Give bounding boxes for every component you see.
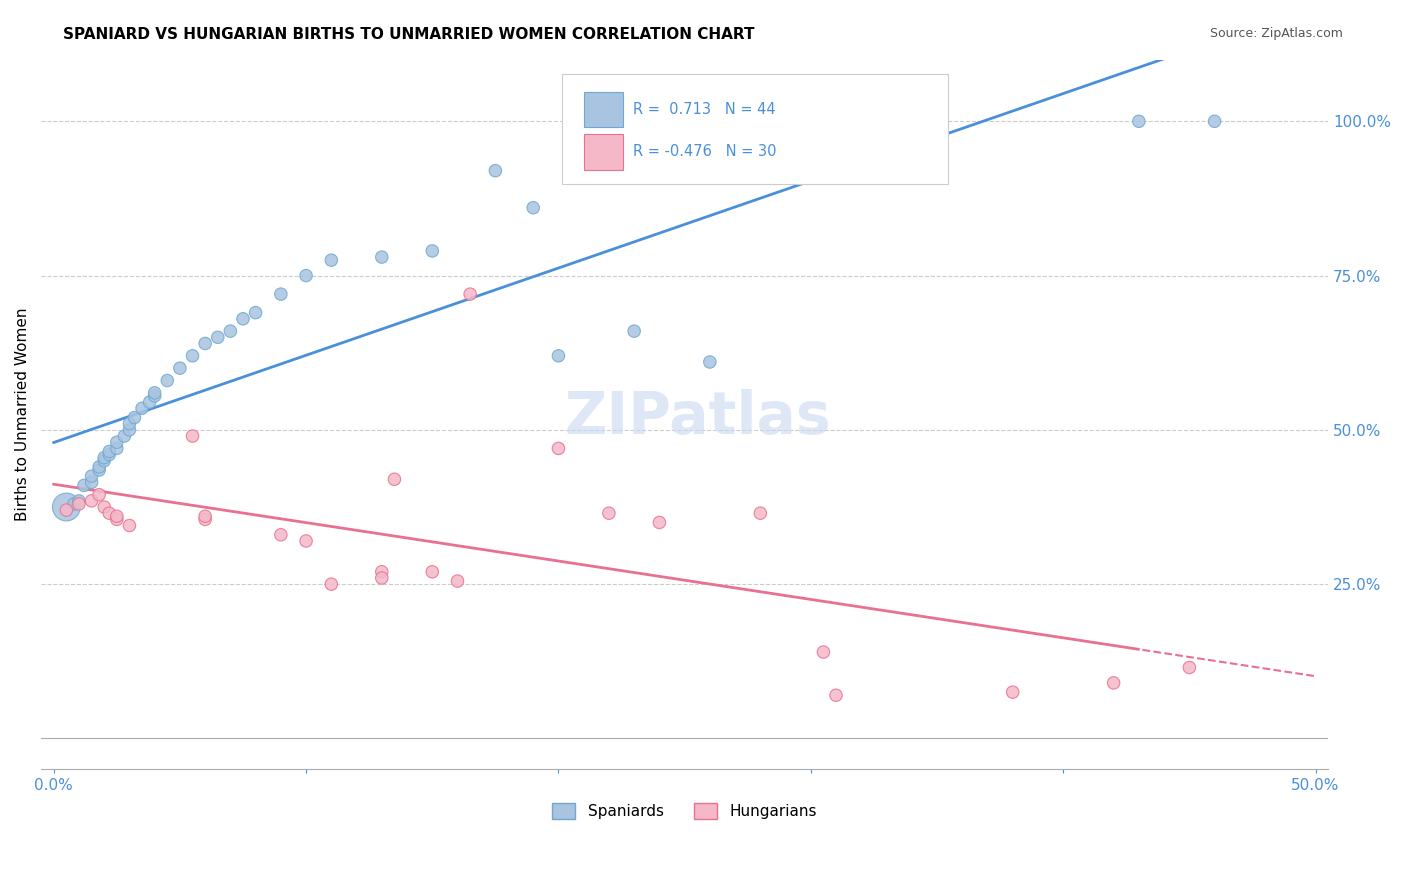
Point bbox=[181, 349, 204, 363]
Point bbox=[138, 395, 160, 409]
Point bbox=[648, 516, 671, 530]
Point bbox=[295, 533, 318, 548]
Point bbox=[93, 450, 115, 465]
Point bbox=[89, 488, 111, 502]
Legend: Spaniards, Hungarians: Spaniards, Hungarians bbox=[547, 797, 823, 825]
Point bbox=[80, 475, 103, 490]
Point bbox=[89, 459, 111, 474]
Text: SPANIARD VS HUNGARIAN BIRTHS TO UNMARRIED WOMEN CORRELATION CHART: SPANIARD VS HUNGARIAN BIRTHS TO UNMARRIE… bbox=[63, 27, 755, 42]
Point bbox=[232, 311, 254, 326]
Point bbox=[105, 512, 128, 526]
Point bbox=[118, 518, 141, 533]
Point bbox=[547, 442, 569, 456]
Point bbox=[245, 305, 267, 319]
Point bbox=[73, 478, 96, 492]
Point bbox=[295, 268, 318, 283]
Point bbox=[749, 506, 772, 520]
Text: R =  0.713   N = 44: R = 0.713 N = 44 bbox=[633, 102, 776, 117]
Point bbox=[207, 330, 229, 344]
Point bbox=[98, 448, 121, 462]
Point bbox=[194, 336, 217, 351]
Text: Source: ZipAtlas.com: Source: ZipAtlas.com bbox=[1209, 27, 1343, 40]
Point bbox=[194, 509, 217, 524]
Point bbox=[420, 565, 443, 579]
Point bbox=[1128, 114, 1150, 128]
Point bbox=[1204, 114, 1226, 128]
FancyBboxPatch shape bbox=[562, 74, 949, 184]
Point bbox=[484, 163, 506, 178]
Point bbox=[547, 349, 569, 363]
Point bbox=[1102, 676, 1125, 690]
Point bbox=[156, 374, 179, 388]
Point bbox=[371, 565, 394, 579]
Point bbox=[813, 645, 835, 659]
Point bbox=[321, 577, 343, 591]
Point bbox=[384, 472, 406, 486]
Point bbox=[420, 244, 443, 258]
Point bbox=[623, 324, 645, 338]
Point bbox=[93, 454, 115, 468]
Point bbox=[131, 401, 153, 416]
Y-axis label: Births to Unmarried Women: Births to Unmarried Women bbox=[15, 308, 30, 521]
Point bbox=[270, 287, 292, 301]
Point bbox=[124, 410, 146, 425]
Point bbox=[105, 442, 128, 456]
Point bbox=[63, 497, 86, 511]
Point bbox=[143, 385, 166, 400]
Point bbox=[598, 506, 620, 520]
Point bbox=[371, 571, 394, 585]
Point bbox=[522, 201, 544, 215]
Point bbox=[181, 429, 204, 443]
Point bbox=[93, 500, 115, 514]
Point bbox=[112, 429, 135, 443]
Point bbox=[371, 250, 394, 264]
Point bbox=[118, 417, 141, 431]
Point bbox=[67, 493, 90, 508]
Point bbox=[270, 528, 292, 542]
Point bbox=[1001, 685, 1024, 699]
Text: ZIPatlas: ZIPatlas bbox=[564, 389, 831, 446]
Point bbox=[80, 493, 103, 508]
Point bbox=[67, 497, 90, 511]
Point bbox=[219, 324, 242, 338]
Point bbox=[98, 444, 121, 458]
Point bbox=[80, 469, 103, 483]
Point bbox=[321, 253, 343, 268]
FancyBboxPatch shape bbox=[585, 134, 623, 169]
Point bbox=[194, 512, 217, 526]
Point bbox=[825, 688, 848, 702]
Point bbox=[699, 355, 721, 369]
Point bbox=[1178, 660, 1201, 674]
Point bbox=[143, 389, 166, 403]
Point bbox=[724, 114, 747, 128]
FancyBboxPatch shape bbox=[585, 92, 623, 127]
Point bbox=[55, 503, 77, 517]
Text: R = -0.476   N = 30: R = -0.476 N = 30 bbox=[633, 145, 776, 160]
Point bbox=[105, 509, 128, 524]
Point bbox=[89, 463, 111, 477]
Point bbox=[105, 435, 128, 450]
Point bbox=[458, 287, 481, 301]
Point bbox=[169, 361, 191, 376]
Point bbox=[98, 506, 121, 520]
Point bbox=[118, 423, 141, 437]
Point bbox=[737, 114, 759, 128]
Point bbox=[55, 500, 77, 514]
Point bbox=[446, 574, 468, 588]
